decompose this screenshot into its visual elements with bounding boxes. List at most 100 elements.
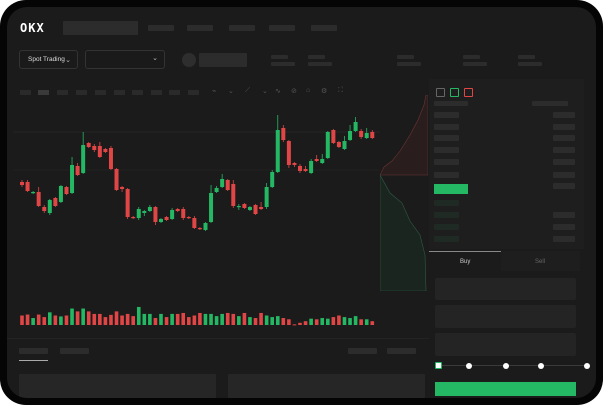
ask-row-price[interactable] (434, 112, 459, 118)
ask-row-price[interactable] (434, 159, 459, 165)
bid-row-amount[interactable] (553, 224, 575, 230)
okx-logo[interactable]: OKX (20, 21, 45, 35)
nav-item[interactable] (148, 25, 174, 31)
volume-bar (20, 315, 24, 325)
fullscreen-icon[interactable]: ⛶ (338, 87, 343, 94)
ask-row-price[interactable] (434, 124, 459, 130)
slider-stop-50[interactable] (503, 363, 509, 369)
order-book-both-icon[interactable] (436, 88, 445, 97)
volume-bar (86, 311, 91, 325)
volume-bar (164, 317, 169, 325)
price-header (434, 101, 468, 106)
percent-slider-handle[interactable] (435, 362, 442, 369)
order-book-asks-icon[interactable] (464, 88, 473, 97)
candle-body (136, 209, 141, 218)
slider-stop-75[interactable] (538, 363, 544, 369)
stat-value (397, 62, 421, 66)
slider-stop-100[interactable] (584, 363, 590, 369)
volume-bar (314, 319, 319, 325)
active-tab-indicator (19, 360, 48, 361)
candlestick-chart[interactable] (7, 7, 596, 398)
buy-tab[interactable]: Buy (460, 259, 471, 265)
percent-slider-track[interactable] (439, 365, 587, 366)
search-bar[interactable] (63, 21, 138, 35)
timeframe-button[interactable] (76, 90, 87, 95)
volume-bar (248, 317, 252, 325)
bid-row-amount[interactable] (553, 236, 575, 242)
timeframe-button[interactable] (95, 90, 106, 95)
timeframe-button[interactable] (57, 90, 68, 95)
ask-row-amount[interactable] (553, 124, 575, 130)
timeframe-button[interactable] (132, 90, 143, 95)
sell-tab[interactable]: Sell (535, 259, 546, 265)
nav-item[interactable] (269, 25, 295, 31)
bid-row-amount[interactable] (553, 212, 575, 218)
nav-item[interactable] (229, 25, 255, 31)
bid-row-price[interactable] (434, 212, 459, 218)
candle-body (209, 193, 214, 222)
volume-bar (281, 318, 286, 325)
volume-bar (25, 314, 30, 325)
bid-row-price[interactable] (434, 224, 459, 230)
wave-icon[interactable]: ∿ (275, 88, 281, 95)
buy-button[interactable] (435, 382, 576, 396)
candle-body (275, 130, 280, 172)
order-history-tab[interactable] (60, 348, 89, 354)
ruler-icon[interactable]: ⊘ (291, 88, 297, 95)
indicator-icon[interactable]: ⌁ (212, 88, 217, 95)
candle-body (247, 207, 252, 210)
timeframe-button[interactable] (169, 90, 180, 95)
stat-value (463, 62, 487, 66)
settings-icon[interactable]: ⚙ (321, 88, 328, 95)
volume-bar (187, 317, 191, 325)
total-input[interactable] (435, 333, 576, 356)
ask-row-amount[interactable] (553, 183, 575, 189)
chevron-down-icon[interactable]: ⌄ (228, 88, 234, 95)
timeframe-button[interactable] (20, 90, 31, 95)
filter-button[interactable] (387, 348, 416, 354)
candle-body (131, 217, 136, 219)
timeframe-button[interactable] (114, 90, 125, 95)
volume-bar (148, 313, 152, 325)
candle-body (320, 159, 325, 163)
volume-bar (348, 318, 352, 325)
volume-bar (142, 313, 147, 325)
bid-row-price[interactable] (434, 236, 459, 242)
volume-bar (131, 316, 135, 325)
filter-button[interactable] (348, 348, 377, 354)
volume-bar (331, 317, 336, 325)
volume-bar (114, 311, 119, 325)
candle-body (314, 159, 319, 161)
candle-body (253, 205, 258, 214)
timeframe-button-active[interactable] (38, 90, 49, 95)
ask-row-amount[interactable] (553, 159, 575, 165)
volume-bar (98, 313, 102, 325)
volume-bar (75, 311, 80, 325)
draw-line-icon[interactable]: ⟋ (245, 87, 250, 94)
open-orders-tab[interactable] (19, 348, 48, 354)
ask-row-price[interactable] (434, 172, 459, 178)
timeframe-button[interactable] (188, 90, 199, 95)
ask-row-amount[interactable] (553, 172, 575, 178)
ask-row-amount[interactable] (553, 135, 575, 141)
ask-row-price[interactable] (434, 135, 459, 141)
price-input[interactable] (435, 278, 576, 300)
candle-body (64, 187, 69, 194)
ask-row-amount[interactable] (553, 147, 575, 153)
trading-mode-dropdown[interactable]: Spot Trading ⌄ (19, 50, 78, 69)
amount-input[interactable] (435, 305, 576, 328)
ask-row-amount[interactable] (553, 112, 575, 118)
volume-bar (287, 319, 291, 325)
volume-bar (70, 308, 74, 325)
nav-item[interactable] (311, 25, 337, 31)
pair-dropdown[interactable]: ⌄ (85, 50, 165, 69)
order-book-bids-icon[interactable] (450, 88, 459, 97)
nav-item[interactable] (187, 25, 213, 31)
chevron-down-icon[interactable]: ⌄ (262, 88, 268, 95)
pair-price (199, 53, 247, 67)
slider-stop-25[interactable] (466, 363, 472, 369)
bid-row-price[interactable] (434, 200, 459, 206)
ask-row-price[interactable] (434, 147, 459, 153)
timeframe-button[interactable] (151, 90, 162, 95)
camera-icon[interactable]: ⌂ (306, 87, 311, 94)
